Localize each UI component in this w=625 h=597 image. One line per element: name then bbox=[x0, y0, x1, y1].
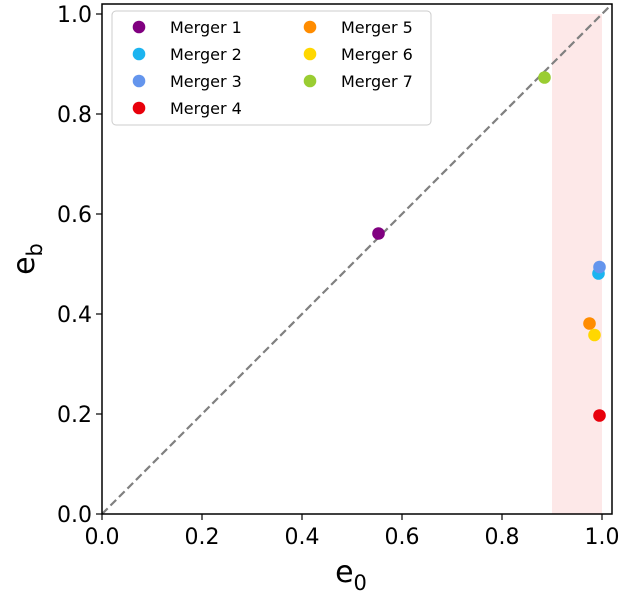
diagonal-reference-line bbox=[101, 3, 613, 515]
y-axis-label: eb bbox=[7, 243, 47, 275]
legend-label-merger-2: Merger 2 bbox=[170, 45, 242, 64]
x-axis-ticks: 0.0 0.2 0.4 0.6 0.8 1.0 bbox=[85, 514, 620, 550]
legend-marker-merger-2 bbox=[132, 47, 146, 61]
x-axis-label-sub: 0 bbox=[354, 571, 367, 595]
x-axis-label-base: e bbox=[335, 555, 353, 590]
y-axis-label-base: e bbox=[7, 256, 42, 274]
legend-box bbox=[111, 10, 432, 126]
legend-label-merger-7: Merger 7 bbox=[341, 72, 413, 91]
legend-marker-merger-3 bbox=[132, 74, 146, 88]
y-axis-ticks: 0.0 0.2 0.4 0.6 0.8 1.0 bbox=[57, 3, 102, 528]
legend-label-merger-4: Merger 4 bbox=[170, 99, 242, 118]
x-tick-label: 0.2 bbox=[185, 525, 220, 550]
shaded-region bbox=[552, 14, 602, 514]
data-point-merger-1 bbox=[372, 227, 385, 240]
y-tick-label: 0.8 bbox=[57, 103, 92, 128]
legend: Merger 1 Merger 2 Merger 3 Merger 4 Merger 5… bbox=[111, 10, 432, 126]
y-tick-label: 0.6 bbox=[57, 203, 92, 228]
legend-marker-merger-1 bbox=[132, 20, 146, 34]
data-point-merger-4 bbox=[593, 409, 606, 422]
y-tick-label: 0.4 bbox=[57, 303, 92, 328]
plot-frame bbox=[101, 3, 613, 515]
legend-marker-merger-4 bbox=[132, 101, 146, 115]
legend-marker-merger-5 bbox=[303, 20, 317, 34]
y-axis-label-sub: b bbox=[23, 243, 47, 256]
x-tick-label: 1.0 bbox=[585, 525, 620, 550]
y-tick-label: 0.2 bbox=[57, 403, 92, 428]
legend-marker-merger-6 bbox=[303, 47, 317, 61]
x-tick-label: 0.6 bbox=[385, 525, 420, 550]
legend-marker-merger-7 bbox=[303, 74, 317, 88]
data-point-merger-7 bbox=[538, 71, 551, 84]
legend-label-merger-6: Merger 6 bbox=[341, 45, 413, 64]
legend-label-merger-3: Merger 3 bbox=[170, 72, 242, 91]
x-tick-label: 0.0 bbox=[85, 525, 120, 550]
legend-label-merger-5: Merger 5 bbox=[341, 18, 413, 37]
x-tick-label: 0.4 bbox=[285, 525, 320, 550]
y-tick-label: 0.0 bbox=[57, 503, 92, 528]
legend-label-merger-1: Merger 1 bbox=[170, 18, 242, 37]
data-point-merger-3 bbox=[593, 260, 606, 274]
data-point-merger-5 bbox=[583, 317, 596, 330]
y-tick-label: 1.0 bbox=[57, 3, 92, 28]
data-point-merger-6 bbox=[588, 328, 601, 342]
x-axis-label: e0 bbox=[335, 555, 367, 595]
data-points bbox=[372, 71, 606, 422]
x-tick-label: 0.8 bbox=[485, 525, 520, 550]
